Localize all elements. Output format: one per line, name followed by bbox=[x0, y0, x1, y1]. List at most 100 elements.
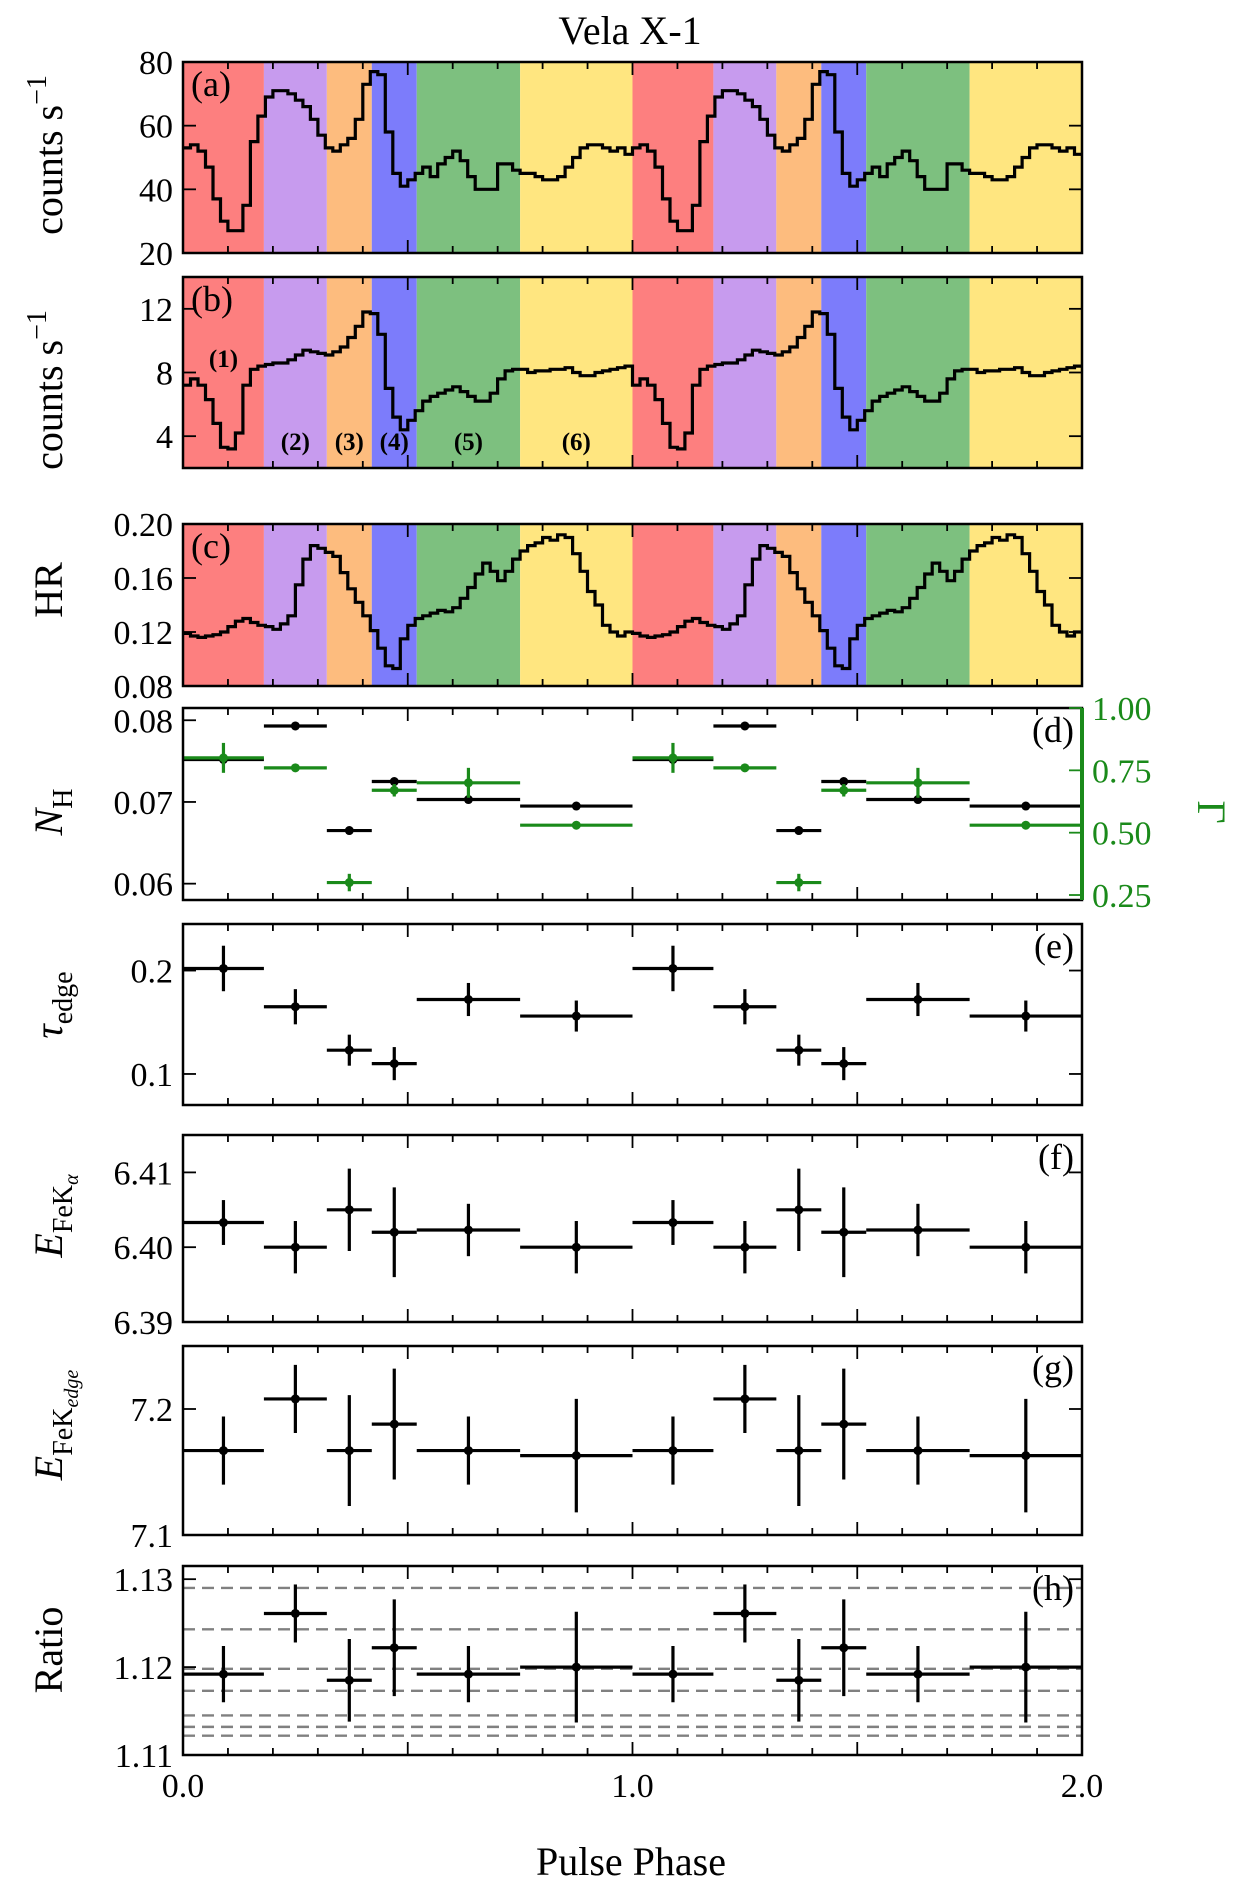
panel-label-e: (e) bbox=[1034, 926, 1074, 966]
panel-label-f: (f) bbox=[1038, 1137, 1074, 1177]
light-curve-line bbox=[183, 533, 1082, 671]
y-tick-label: 0.06 bbox=[114, 867, 174, 904]
y-tick-label: 6.39 bbox=[114, 1305, 174, 1342]
panel-d: 0.06 0.07 0.08 0.25 0.50 0.75 1.00 (d) bbox=[114, 691, 1152, 915]
panel-label-a: (a) bbox=[191, 64, 231, 104]
panel-f: 6.39 6.40 6.41 (f) bbox=[114, 1133, 1084, 1342]
ylabel-g: EFeKedge bbox=[26, 1370, 83, 1482]
data-point bbox=[218, 1446, 228, 1456]
phase-region-3 bbox=[776, 62, 822, 253]
data-point bbox=[1021, 1242, 1031, 1252]
data-point bbox=[571, 801, 581, 811]
data-point bbox=[668, 963, 678, 973]
region-label-1: (1) bbox=[209, 346, 238, 373]
light-curve-line bbox=[183, 70, 1082, 233]
data-point bbox=[740, 721, 750, 731]
ylabel-b-sup: −1 bbox=[22, 310, 53, 340]
phase-region-6 bbox=[969, 524, 1082, 686]
data-point bbox=[389, 785, 399, 795]
region-label-2: (2) bbox=[281, 429, 310, 456]
phase-region-5 bbox=[866, 524, 970, 686]
y-tick-label: 40 bbox=[139, 172, 173, 209]
x-axis-label: Pulse Phase bbox=[536, 1839, 726, 1884]
data-point bbox=[913, 1669, 923, 1679]
phase-region-5 bbox=[416, 524, 521, 686]
panel-label-c: (c) bbox=[191, 526, 231, 566]
ylabel-a-text: counts s bbox=[26, 105, 71, 235]
y-tick-label: 60 bbox=[139, 109, 173, 146]
data-point bbox=[389, 1419, 399, 1429]
y-tick-label: 0.2 bbox=[131, 954, 174, 991]
ylabel-b: counts s−1 bbox=[22, 310, 71, 470]
data-point bbox=[290, 721, 300, 731]
figure-title: Vela X-1 bbox=[558, 8, 701, 53]
data-point bbox=[794, 1205, 804, 1215]
data-point bbox=[794, 1446, 804, 1456]
phase-region-5 bbox=[416, 277, 521, 468]
data-point bbox=[463, 1446, 473, 1456]
y-tick-label: 4 bbox=[156, 419, 173, 456]
data-point bbox=[794, 878, 804, 888]
ylabel-d-text: N bbox=[26, 806, 71, 836]
data-point bbox=[218, 753, 228, 763]
data-point bbox=[463, 778, 473, 788]
ylabel-g-subsub: edge bbox=[61, 1370, 83, 1408]
data-point bbox=[668, 1218, 678, 1228]
data-point bbox=[794, 1675, 804, 1685]
ylabel-d2-text: Γ bbox=[1189, 800, 1234, 823]
data-point bbox=[1021, 1662, 1031, 1672]
data-point bbox=[344, 1446, 354, 1456]
y-tick-label: 0.16 bbox=[114, 561, 174, 598]
data-point bbox=[571, 1662, 581, 1672]
ylabel-e-text: τ bbox=[26, 1023, 71, 1039]
ylabel-b-text: counts s bbox=[26, 340, 71, 470]
phase-region-5 bbox=[866, 277, 970, 468]
data-point bbox=[463, 995, 473, 1005]
data-point bbox=[740, 763, 750, 773]
data-point bbox=[290, 1394, 300, 1404]
data-point bbox=[913, 995, 923, 1005]
data-point bbox=[290, 763, 300, 773]
data-point bbox=[290, 1242, 300, 1252]
data-point bbox=[668, 1669, 678, 1679]
data-point bbox=[740, 1242, 750, 1252]
data-point bbox=[740, 1002, 750, 1012]
y-tick-label: 1.13 bbox=[114, 1562, 174, 1599]
panel-c: 0.08 0.12 0.16 0.20 (c) bbox=[114, 507, 1084, 706]
data-point bbox=[463, 795, 473, 805]
y-tick-label: 20 bbox=[139, 236, 173, 273]
y-tick-label: 6.41 bbox=[114, 1155, 174, 1192]
data-point bbox=[571, 1451, 581, 1461]
ylabel-c-text: HR bbox=[26, 562, 71, 618]
panel-label-g: (g) bbox=[1032, 1348, 1074, 1388]
data-point bbox=[571, 820, 581, 830]
region-label-5: (5) bbox=[454, 429, 483, 456]
panel-label-h: (h) bbox=[1032, 1568, 1074, 1608]
ylabel-c: HR bbox=[26, 562, 71, 618]
data-point bbox=[290, 1608, 300, 1618]
phase-region-2 bbox=[713, 277, 777, 468]
data-point bbox=[344, 878, 354, 888]
panel-label-d: (d) bbox=[1032, 710, 1074, 750]
panel-h: 1.11 1.12 1.13 (h) 0.0 1.0 2.0 bbox=[114, 1562, 1104, 1805]
data-point bbox=[839, 785, 849, 795]
y-tick-label: 0.07 bbox=[114, 785, 174, 822]
y-tick-label: 1.11 bbox=[115, 1738, 173, 1775]
ylabel-d-sub: H bbox=[48, 789, 79, 809]
y2-tick-label: 0.50 bbox=[1092, 816, 1152, 853]
y-tick-label: 6.40 bbox=[114, 1230, 174, 1267]
data-point bbox=[389, 777, 399, 787]
phase-region-5 bbox=[866, 62, 970, 253]
ylabel-f-text: E bbox=[26, 1233, 71, 1258]
phase-region-6 bbox=[520, 524, 633, 686]
data-point bbox=[463, 1225, 473, 1235]
phase-region-3 bbox=[326, 524, 372, 686]
ylabel-f: EFeKα bbox=[26, 1174, 83, 1259]
panel-g: 7.1 7.2 (g) bbox=[131, 1344, 1084, 1555]
data-point bbox=[1021, 1011, 1031, 1021]
ylabel-g-sub: FeK bbox=[48, 1408, 79, 1456]
data-point bbox=[913, 795, 923, 805]
data-point bbox=[740, 1608, 750, 1618]
data-point bbox=[344, 826, 354, 836]
data-point bbox=[668, 753, 678, 763]
